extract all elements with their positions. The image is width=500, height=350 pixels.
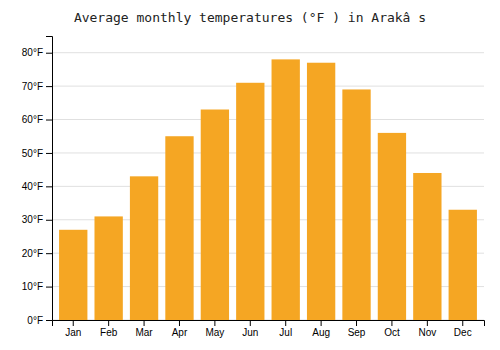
tick-label: Nov xyxy=(418,327,436,338)
x-tick: Oct xyxy=(384,320,400,338)
bar xyxy=(413,173,441,320)
grid-line xyxy=(52,152,484,153)
tick-mark xyxy=(321,320,322,326)
tick-mark xyxy=(214,320,215,326)
tick-mark xyxy=(144,320,145,326)
tick-label: Jan xyxy=(65,327,81,338)
tick-label: 40°F xyxy=(22,181,43,192)
grid-line xyxy=(52,52,484,53)
chart: Average monthly temperatures (°F ) in Ar… xyxy=(0,0,500,350)
bar xyxy=(272,59,300,320)
y-tick: 10°F xyxy=(22,281,52,292)
axis-line xyxy=(46,37,53,321)
tick-label: 20°F xyxy=(22,248,43,259)
bar xyxy=(130,176,158,320)
bar xyxy=(307,63,335,320)
x-tick: Aug xyxy=(312,320,330,338)
tick-label: 50°F xyxy=(22,148,43,159)
tick-label: 10°F xyxy=(22,281,43,292)
tick-label: 60°F xyxy=(22,114,43,125)
tick-mark xyxy=(46,53,52,54)
tick-mark xyxy=(46,120,52,121)
tick-mark xyxy=(356,320,357,326)
x-tick: Sep xyxy=(348,320,366,338)
tick-mark xyxy=(46,220,52,221)
tick-mark xyxy=(391,320,392,326)
tick-mark xyxy=(285,320,286,326)
tick-mark xyxy=(46,253,52,254)
tick-label: 80°F xyxy=(22,47,43,58)
x-tick: May xyxy=(205,320,224,338)
x-tick: Jul xyxy=(279,320,292,338)
bars xyxy=(59,59,477,320)
tick-label: 30°F xyxy=(22,214,43,225)
tick-mark xyxy=(73,320,74,326)
y-tick: 20°F xyxy=(22,248,52,259)
tick-mark xyxy=(46,287,52,288)
y-tick: 50°F xyxy=(22,148,52,159)
title: Average monthly temperatures (°F ) in Ar… xyxy=(74,10,426,25)
y-tick: 30°F xyxy=(22,214,52,225)
tick-mark xyxy=(46,153,52,154)
tick-label: Jun xyxy=(242,327,258,338)
bar xyxy=(201,110,229,320)
x-tick: Mar xyxy=(135,320,153,338)
tick-label: 70°F xyxy=(22,81,43,92)
x-tick: Feb xyxy=(100,320,118,338)
tick-label: Apr xyxy=(172,327,188,338)
x-tick: Jan xyxy=(65,320,81,338)
y-tick: 80°F xyxy=(22,47,52,58)
tick-mark xyxy=(46,320,52,321)
x-tick: Apr xyxy=(172,320,188,338)
tick-label: Sep xyxy=(348,327,366,338)
tick-label: Aug xyxy=(312,327,330,338)
tick-label: May xyxy=(205,327,224,338)
x-tick: Jun xyxy=(242,320,258,338)
tick-mark xyxy=(108,320,109,326)
y-tick: 40°F xyxy=(22,181,52,192)
bar xyxy=(165,136,193,320)
y-axis: 0°F 10°F 20°F 30°F 40°F 50°F 60°F 70°F 80°F xyxy=(22,37,53,326)
bar xyxy=(94,216,122,320)
tick-mark xyxy=(179,320,180,326)
bar xyxy=(449,210,477,320)
plot: 0°F 10°F 20°F 30°F 40°F 50°F 60°F 70°F 80°F Jan Fe… xyxy=(22,37,485,339)
tick-label: 0°F xyxy=(27,315,43,326)
tick-label: Jul xyxy=(279,327,292,338)
x-tick: Dec xyxy=(454,320,472,338)
tick-mark xyxy=(46,86,52,87)
bar xyxy=(378,133,406,320)
y-tick: 60°F xyxy=(22,114,52,125)
tick-mark xyxy=(250,320,251,326)
tick-label: Dec xyxy=(454,327,472,338)
bar xyxy=(236,83,264,320)
tick-label: Oct xyxy=(384,327,400,338)
grid-line xyxy=(52,86,484,87)
tick-mark xyxy=(46,186,52,187)
tick-label: Mar xyxy=(135,327,153,338)
x-tick: Nov xyxy=(418,320,436,338)
tick-mark xyxy=(427,320,428,326)
y-tick: 0°F xyxy=(27,315,52,326)
grid-line xyxy=(52,119,484,120)
bar xyxy=(59,230,87,320)
grid xyxy=(52,53,484,320)
tick-label: Feb xyxy=(100,327,118,338)
y-tick: 70°F xyxy=(22,81,52,92)
tick-mark xyxy=(462,320,463,326)
bar xyxy=(342,89,370,320)
axis-line xyxy=(53,321,485,327)
x-axis: Jan Feb Mar Apr May Jun Jul Aug Sep Oct Nov Dec xyxy=(53,320,485,338)
